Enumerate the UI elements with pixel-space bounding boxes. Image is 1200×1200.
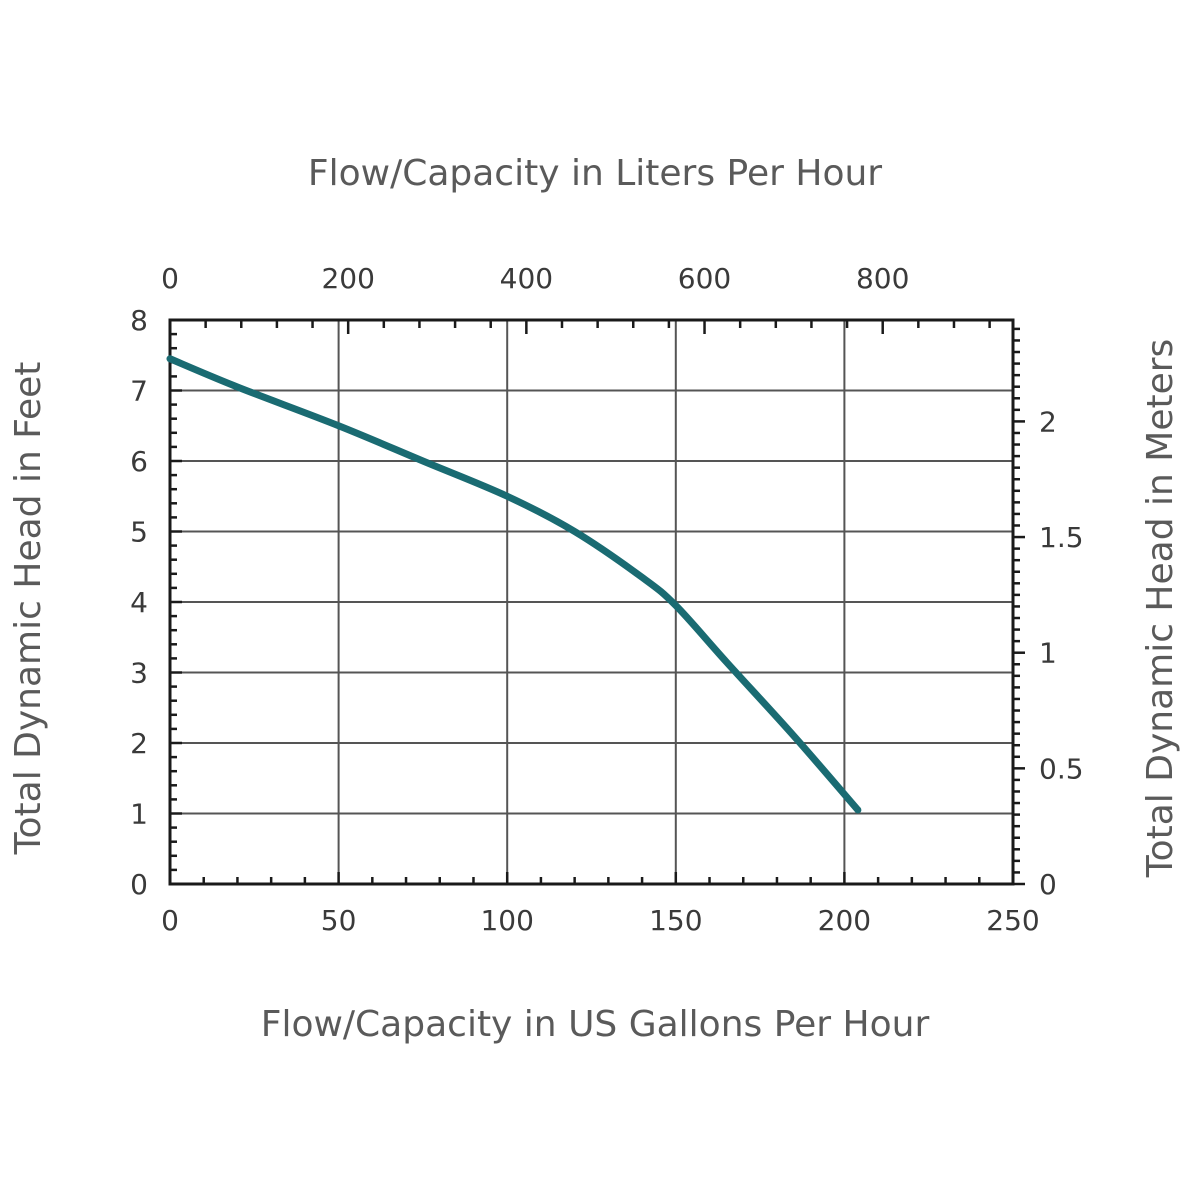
y-axis-right-title: Total Dynamic Head in Meters: [1140, 339, 1181, 879]
x-top-tick-label: 600: [678, 262, 731, 295]
y-right-tick-label: 2: [1039, 405, 1057, 438]
y-left-tick-label: 4: [130, 586, 148, 619]
y-left-tick-label: 6: [130, 445, 148, 478]
y-right-tick-label: 0: [1039, 868, 1057, 901]
y-left-tick-label: 8: [130, 304, 148, 337]
y-right-tick-label: 0.5: [1039, 752, 1084, 785]
x-axis-top-title: Flow/Capacity in Liters Per Hour: [308, 153, 882, 194]
x-bottom-tick-label: 200: [818, 904, 871, 937]
x-axis-bottom-title: Flow/Capacity in US Gallons Per Hour: [261, 1004, 930, 1045]
x-bottom-tick-label: 0: [161, 904, 179, 937]
y-left-tick-label: 0: [130, 868, 148, 901]
y-left-tick-label: 3: [130, 657, 148, 690]
x-top-tick-label: 400: [500, 262, 553, 295]
x-bottom-tick-label: 100: [480, 904, 533, 937]
y-left-tick-label: 7: [130, 375, 148, 408]
x-top-tick-label: 0: [161, 262, 179, 295]
x-bottom-tick-label: 50: [321, 904, 357, 937]
plot-frame: [168, 318, 1015, 886]
y-left-tick-label: 1: [130, 798, 148, 831]
y-axis-left-title: Total Dynamic Head in Feet: [8, 362, 49, 856]
y-right-tick-label: 1: [1039, 637, 1057, 670]
x-bottom-tick-label: 250: [986, 904, 1039, 937]
y-left-tick-label: 2: [130, 727, 148, 760]
x-top-tick-label: 800: [856, 262, 909, 295]
x-bottom-tick-label: 150: [649, 904, 702, 937]
x-top-tick-label: 200: [321, 262, 374, 295]
y-left-tick-label: 5: [130, 516, 148, 549]
y-right-tick-label: 1.5: [1039, 521, 1084, 554]
series-layer: [166, 355, 862, 814]
grid-lines: [170, 320, 1013, 884]
